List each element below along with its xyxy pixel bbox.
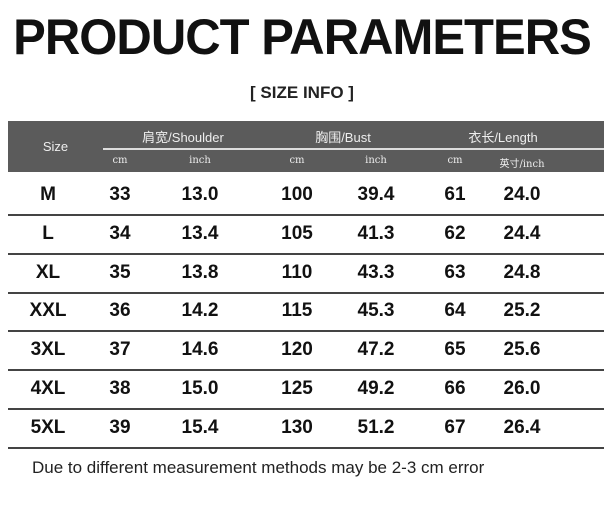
table-row: 4XL 38 15.0 125 49.2 66 26.0 xyxy=(8,370,604,410)
value-cell: 39.4 xyxy=(357,184,395,205)
value-cell: 14.2 xyxy=(181,300,219,322)
unit-label: cm xyxy=(289,155,305,166)
footnote: Due to different measurement methods may… xyxy=(32,458,485,477)
value-cell: 65 xyxy=(444,339,466,361)
value-cell: 36 xyxy=(109,300,131,322)
value-cell: 26.0 xyxy=(503,378,541,399)
value-cell: 33 xyxy=(109,184,131,205)
unit-label: cm xyxy=(112,155,128,166)
unit-label: 英寸/inch xyxy=(499,159,545,170)
value-cell: 13.4 xyxy=(181,222,219,244)
value-cell: 130 xyxy=(281,416,313,438)
value-cell: 35 xyxy=(109,261,131,283)
size-cell: XL xyxy=(35,261,61,283)
value-cell: 39 xyxy=(109,416,131,438)
table-row: XL 35 13.8 110 43.3 63 24.8 xyxy=(8,254,604,294)
value-cell: 24.4 xyxy=(503,222,541,244)
value-cell: 49.2 xyxy=(357,378,395,399)
value-cell: 24.0 xyxy=(503,184,541,205)
unit-label: inch xyxy=(189,155,211,166)
table-row: 5XL 39 15.4 130 51.2 67 26.4 xyxy=(8,409,604,449)
value-cell: 66 xyxy=(444,378,466,399)
value-cell: 37 xyxy=(109,339,131,361)
value-cell: 105 xyxy=(281,222,313,244)
table-header: Size 肩宽/Shoulder 胸围/Bust 衣长/Length cm inc… xyxy=(8,121,604,172)
size-cell: 3XL xyxy=(30,339,66,361)
value-cell: 61 xyxy=(444,184,466,205)
value-cell: 67 xyxy=(444,416,466,438)
table-row: 3XL 37 14.6 120 47.2 65 25.6 xyxy=(8,331,604,372)
value-cell: 125 xyxy=(281,378,313,399)
unit-label: cm xyxy=(447,155,463,166)
value-cell: 25.6 xyxy=(503,339,541,361)
value-cell: 115 xyxy=(281,300,313,322)
value-cell: 13.8 xyxy=(181,261,219,283)
value-cell: 24.8 xyxy=(503,261,541,283)
size-cell: L xyxy=(42,222,54,244)
header-shoulder: 肩宽/Shoulder xyxy=(142,130,224,145)
value-cell: 63 xyxy=(444,261,466,283)
value-cell: 15.0 xyxy=(181,378,219,399)
value-cell: 34 xyxy=(109,222,131,244)
value-cell: 45.3 xyxy=(357,300,395,322)
value-cell: 26.4 xyxy=(503,416,541,438)
value-cell: 41.3 xyxy=(357,222,395,244)
header-divider xyxy=(103,148,604,150)
header-size: Size xyxy=(42,139,69,154)
value-cell: 62 xyxy=(444,222,466,244)
table-row: M 33 13.0 100 39.4 61 24.0 xyxy=(8,176,604,216)
header-length: 衣长/Length xyxy=(468,130,538,145)
size-cell: M xyxy=(40,184,56,205)
value-cell: 64 xyxy=(444,300,466,322)
value-cell: 120 xyxy=(281,339,313,361)
unit-label: inch xyxy=(365,155,387,166)
value-cell: 110 xyxy=(281,261,313,283)
subtitle: [ SIZE INFO ] xyxy=(250,83,354,102)
table-row: L 34 13.4 105 41.3 62 24.4 xyxy=(8,215,604,255)
size-cell: XXL xyxy=(29,300,67,322)
value-cell: 43.3 xyxy=(357,261,395,283)
value-cell: 51.2 xyxy=(357,416,395,438)
value-cell: 38 xyxy=(109,378,131,399)
header-bust: 胸围/Bust xyxy=(315,130,371,145)
value-cell: 100 xyxy=(281,184,313,205)
size-cell: 4XL xyxy=(30,378,66,399)
size-cell: 5XL xyxy=(30,416,66,438)
value-cell: 14.6 xyxy=(181,339,219,361)
value-cell: 13.0 xyxy=(181,184,219,205)
value-cell: 15.4 xyxy=(181,416,219,438)
page-title: PRODUCT PARAMETERS xyxy=(13,9,592,65)
table-row: XXL 36 14.2 115 45.3 64 25.2 xyxy=(8,292,604,333)
value-cell: 47.2 xyxy=(357,339,395,361)
value-cell: 25.2 xyxy=(503,300,541,322)
